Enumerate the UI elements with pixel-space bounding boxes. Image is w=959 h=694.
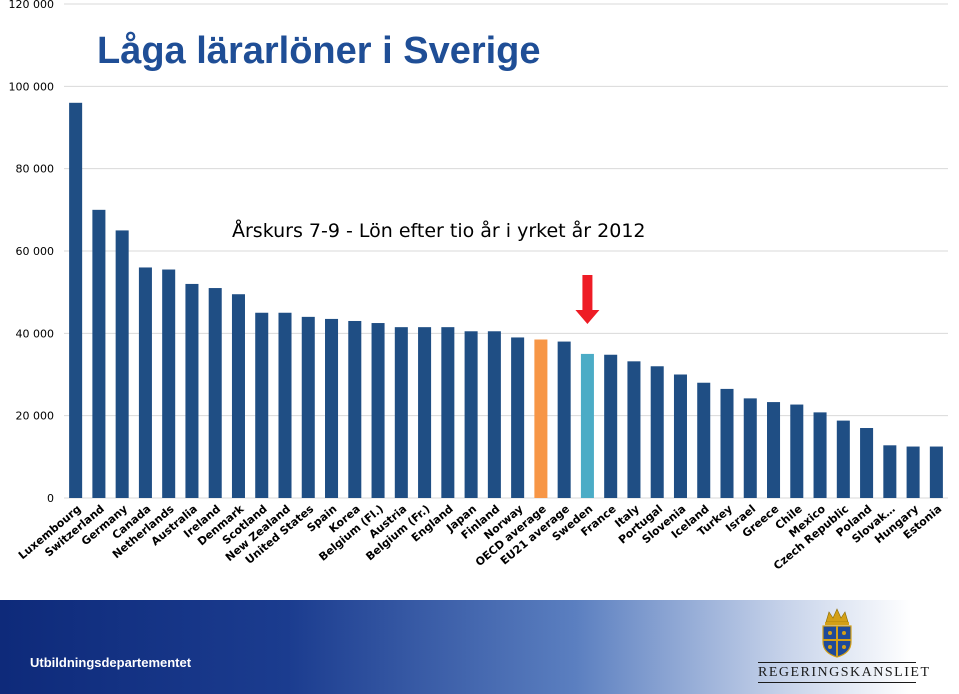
y-tick-label: 120 000 (9, 0, 55, 11)
bar-austria (394, 327, 408, 498)
bar-italy (627, 361, 641, 498)
y-axis-tick-labels: 0 20 000 40 000 60 000 80 000 100 000 120 000 (9, 0, 55, 505)
bar-norway (511, 337, 525, 498)
bar-belgium-fl- (371, 323, 385, 498)
bar-greece (767, 402, 781, 498)
bar-iceland (697, 382, 711, 498)
footer-banner (0, 600, 959, 694)
x-axis-category-labels: LuxembourgSwitzerlandGermanyCanadaNether… (16, 502, 944, 573)
bar-belgium-fr- (418, 327, 432, 498)
bar-eu21-average (557, 341, 571, 498)
bar-spain (325, 318, 339, 498)
bar-luxembourg (69, 102, 83, 499)
bar-netherlands (162, 269, 176, 498)
bar-australia (185, 283, 199, 498)
sweden-arrow-annotation (575, 275, 600, 324)
bar-france (604, 354, 618, 498)
bar-japan (464, 331, 478, 498)
bar-hungary (906, 446, 920, 498)
y-tick-label: 80 000 (16, 163, 55, 176)
bar-england (441, 327, 455, 498)
bar-switzerland (92, 209, 106, 499)
bar-ireland (208, 288, 222, 498)
bar-germany (115, 230, 129, 498)
y-tick-label: 40 000 (16, 327, 55, 340)
bar-united-states (301, 316, 315, 498)
bar-sweden (580, 353, 594, 498)
bar-scotland (255, 312, 269, 498)
bar-turkey (720, 388, 734, 498)
y-tick-label: 20 000 (16, 410, 55, 423)
bar-oecd-average (534, 339, 548, 498)
bar-israel (743, 398, 757, 498)
bars (69, 102, 943, 499)
chart-subtitle: Årskurs 7-9 - Lön efter tio år i yrket å… (232, 220, 646, 242)
government-offices-name: REGERINGSKANSLIET (758, 662, 929, 683)
bar-new-zealand (278, 312, 292, 498)
bar-estonia (929, 446, 943, 498)
bar-czech-republic (836, 420, 850, 498)
bar-slovenia (673, 374, 687, 498)
y-tick-label: 100 000 (9, 80, 55, 93)
bar-canada (138, 267, 152, 498)
footer-ministry-name: Utbildningsdepartementet (30, 655, 192, 670)
bar-denmark (231, 294, 245, 498)
y-tick-label: 60 000 (16, 245, 55, 258)
y-tick-label: 0 (47, 492, 54, 505)
bar-poland (860, 428, 874, 498)
bar-korea (348, 320, 362, 498)
crown-crest-logo (822, 608, 852, 658)
chart-title: Låga lärarlöner i Sverige (97, 30, 541, 72)
bar-chile (790, 404, 804, 498)
bar-portugal (650, 366, 664, 498)
bar-finland (487, 331, 501, 498)
bar-slovak- (883, 445, 897, 498)
bar-mexico (813, 412, 827, 498)
arrow-icon (575, 275, 600, 324)
